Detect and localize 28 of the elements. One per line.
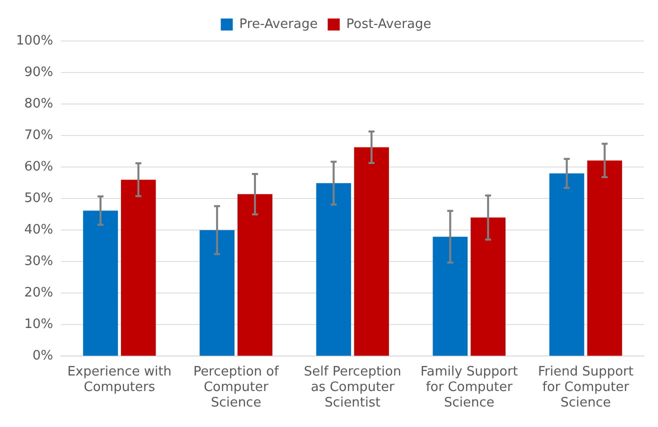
x-tick-label: Perception of Computer Science [193, 364, 280, 411]
y-tick-label: 50% [24, 190, 54, 206]
legend-label: Post-Average [346, 16, 432, 32]
y-tick-label: 40% [24, 222, 54, 238]
bar [354, 147, 389, 356]
y-tick-label: 60% [24, 159, 54, 174]
bar [316, 183, 352, 356]
bar [587, 160, 622, 356]
y-tick-label: 90% [24, 64, 54, 80]
x-tick-label: Self Perception as Computer Scientist [304, 364, 402, 411]
bar [200, 230, 234, 356]
bar [83, 210, 118, 356]
y-tick-label: 30% [24, 254, 54, 270]
bar [549, 173, 584, 356]
bar [432, 236, 468, 356]
x-tick-label: Friend Support for Computer Science [538, 364, 634, 411]
bar [238, 194, 272, 356]
y-tick-label: 20% [24, 286, 54, 301]
x-tick-label: Family Support for Computer Science [420, 364, 518, 411]
y-tick-label: 10% [24, 317, 54, 332]
bar [470, 218, 506, 356]
bar [120, 180, 156, 356]
y-tick-label: 0% [32, 348, 54, 364]
y-tick-label: 80% [24, 96, 54, 112]
y-tick-label: 100% [16, 33, 54, 48]
y-tick-label: 70% [24, 128, 54, 143]
legend-label: Pre-Average [239, 16, 318, 32]
x-tick-label: Experience with Computers [67, 364, 172, 395]
